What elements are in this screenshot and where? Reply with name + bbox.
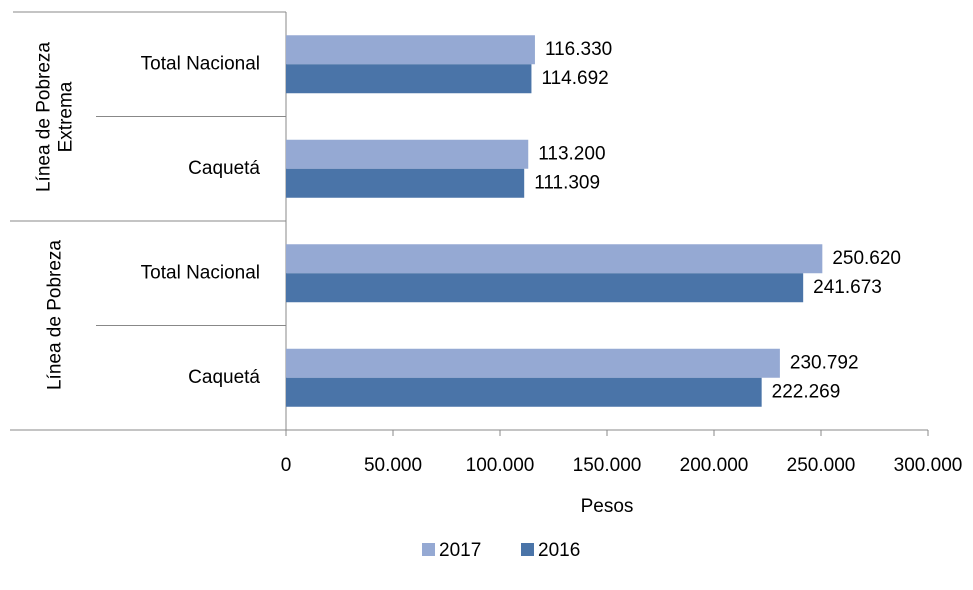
x-tick-label: 200.000 [680, 455, 749, 476]
bar [286, 244, 823, 274]
x-tick-label: 100.000 [466, 455, 535, 476]
category-label: Caquetá [188, 158, 260, 179]
legend-swatch [422, 543, 435, 556]
bar [286, 139, 529, 169]
bar [286, 64, 532, 94]
bar [286, 35, 535, 65]
x-tick-label: 50.000 [364, 455, 422, 476]
category-label: Total Nacional [141, 53, 260, 74]
legend-label: 2016 [538, 540, 580, 561]
value-label: 230.792 [790, 352, 859, 373]
x-tick-label: 250.000 [787, 455, 856, 476]
value-label: 222.269 [772, 381, 841, 402]
value-label: 113.200 [538, 143, 605, 164]
value-label: 250.620 [832, 248, 901, 269]
bar [286, 168, 525, 198]
x-axis-label: Pesos [581, 496, 634, 517]
category-label: Caquetá [188, 367, 260, 388]
bar [286, 273, 804, 303]
x-tick-label: 0 [281, 455, 292, 476]
value-label: 111.309 [534, 172, 600, 193]
value-label: 241.673 [813, 277, 882, 298]
category-label: Total Nacional [141, 262, 260, 283]
x-tick-label: 150.000 [573, 455, 642, 476]
group-label: Línea de Pobreza [44, 239, 65, 390]
bar [286, 377, 762, 407]
bar [286, 348, 780, 378]
legend-label: 2017 [439, 540, 481, 561]
value-label: 116.330 [545, 39, 612, 60]
group-label: Línea de Pobreza Extrema [33, 41, 76, 192]
value-label: 114.692 [541, 68, 608, 89]
legend-swatch [521, 543, 534, 556]
x-tick-label: 300.000 [894, 455, 963, 476]
